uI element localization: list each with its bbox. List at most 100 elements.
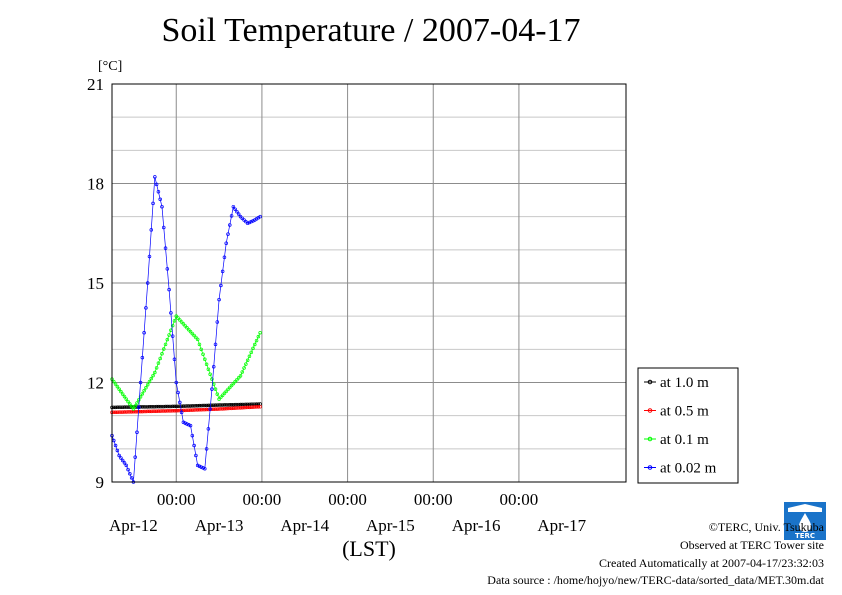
data-point [117, 405, 121, 410]
data-point [115, 405, 120, 410]
data-point [197, 408, 202, 412]
series-at-0-5-m [110, 404, 262, 415]
legend: at 1.0 m at 0.5 m at 0.1 m at 0.02 m [637, 367, 739, 484]
x-tick-date-label: Apr-13 [195, 516, 244, 535]
data-point [188, 404, 193, 408]
data-point [258, 214, 262, 219]
data-point [226, 232, 230, 236]
data-point [122, 461, 127, 465]
data-point [165, 337, 170, 342]
data-point [162, 347, 166, 351]
data-point [204, 403, 209, 408]
data-point [249, 405, 253, 409]
data-point [183, 324, 187, 328]
data-point [188, 329, 193, 334]
data-point [160, 404, 164, 409]
data-point [176, 404, 180, 409]
data-point [124, 410, 129, 414]
data-point [140, 409, 145, 414]
data-point [201, 403, 205, 408]
data-point [210, 377, 214, 381]
data-point [158, 404, 162, 409]
data-point [183, 408, 187, 413]
data-point [128, 402, 132, 406]
data-point [149, 409, 154, 414]
data-point [233, 207, 237, 211]
data-point [160, 352, 164, 356]
logo-text: TERC [795, 532, 815, 540]
data-point [167, 409, 171, 413]
data-point [144, 306, 148, 310]
data-point [217, 403, 221, 407]
data-point [176, 408, 180, 413]
data-point [229, 383, 234, 388]
data-point [242, 366, 246, 370]
data-point [229, 406, 234, 411]
data-point [158, 356, 162, 361]
data-point [213, 403, 218, 407]
data-point [224, 406, 228, 411]
data-point [219, 403, 223, 407]
data-point [117, 453, 121, 458]
data-point [167, 287, 171, 292]
data-point [151, 373, 155, 378]
data-point [165, 409, 170, 413]
data-point [163, 409, 168, 413]
copyright-note: ©TERC, Univ. Tsukuba [708, 520, 824, 534]
data-point [210, 387, 214, 391]
data-point [153, 370, 157, 375]
x-tick-time-label: 00:00 [414, 490, 453, 509]
data-point [169, 311, 173, 315]
data-point [145, 405, 150, 409]
data-point [151, 409, 155, 414]
data-point [194, 404, 198, 408]
data-point [224, 403, 228, 407]
data-point [183, 404, 187, 408]
legend-label: at 0.02 m [660, 461, 717, 477]
data-point [211, 407, 216, 411]
data-point [113, 443, 118, 448]
data-point [170, 409, 175, 413]
data-point [135, 405, 139, 409]
data-point [137, 398, 141, 402]
data-point [122, 410, 127, 414]
data-point [138, 395, 143, 399]
data-point [153, 175, 157, 179]
data-point [201, 407, 205, 412]
data-point [235, 406, 239, 410]
data-point [217, 297, 221, 302]
data-point [197, 403, 202, 408]
data-point [254, 338, 259, 343]
data-point [151, 404, 155, 409]
data-point [158, 197, 162, 202]
series-at-0-1-m [110, 314, 262, 411]
data-source-note: Data source : /home/hojyo/new/TERC-data/… [487, 573, 824, 587]
data-point [156, 361, 161, 365]
data-point [220, 403, 225, 407]
data-point [194, 453, 198, 458]
data-point [253, 342, 257, 347]
data-point [156, 404, 161, 409]
data-point [195, 403, 200, 408]
data-point [222, 255, 227, 260]
data-point [185, 404, 189, 408]
data-point [163, 246, 168, 250]
y-tick-label: 15 [87, 274, 104, 293]
data-point [229, 403, 234, 407]
data-point [236, 402, 241, 407]
data-point [113, 410, 118, 415]
data-point [149, 405, 154, 409]
x-tick-time-label: 00:00 [157, 490, 196, 509]
data-point [219, 407, 223, 411]
data-point [256, 405, 261, 409]
data-point [176, 390, 180, 395]
data-point [113, 405, 118, 410]
series-line [111, 315, 261, 410]
data-point [142, 405, 146, 409]
legend-label: at 0.5 m [660, 404, 709, 420]
y-tick-label: 12 [87, 374, 104, 393]
data-point [186, 404, 191, 408]
data-point [142, 409, 146, 414]
data-point [120, 410, 125, 414]
